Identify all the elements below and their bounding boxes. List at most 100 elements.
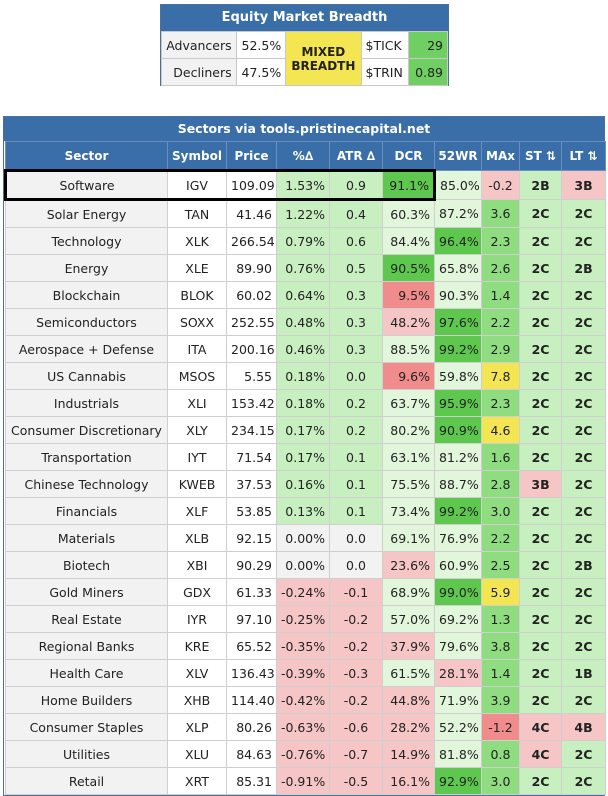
cell-atr: -0.2	[329, 605, 383, 633]
cell-atr: 0.3	[329, 335, 383, 363]
table-row: Materials XLB 92.15 0.00% 0.0 69.1% 76.9% 2.2 2C…	[5, 524, 606, 552]
breadth-table: Advancers 52.5% MIXED BREADTH $TICK 29 D…	[161, 31, 449, 86]
trin-value: 0.89	[407, 58, 449, 86]
cell-price: 114.40	[226, 686, 277, 714]
cell-dcr: 73.4%	[382, 497, 435, 525]
tick-label: $TICK	[360, 31, 409, 59]
cell-dcr: 16.1%	[382, 767, 435, 795]
cell-sector: Retail	[5, 767, 168, 795]
cell-max: 2.8	[481, 470, 520, 498]
cell-pct: -0.35%	[276, 632, 330, 660]
cell-dcr: 80.2%	[382, 416, 435, 444]
sectors-title: Sectors via tools.pristinecapital.net	[4, 117, 604, 141]
cell-lt: 2C	[561, 199, 606, 228]
cell-wr52: 71.9%	[434, 686, 482, 714]
cell-wr52: 81.8%	[434, 740, 482, 768]
cell-dcr: 63.1%	[382, 443, 435, 471]
cell-symbol: XLF	[167, 497, 227, 525]
table-row: Aerospace + Defense ITA 200.16 0.46% 0.3 88.5…	[5, 335, 606, 363]
column-header-st[interactable]: ST ⇅	[519, 141, 562, 171]
cell-atr: 0.1	[329, 497, 383, 525]
cell-lt: 2C	[561, 632, 606, 660]
cell-price: 41.46	[226, 199, 277, 228]
cell-price: 80.26	[226, 713, 277, 741]
breadth-status-line1: MIXED	[301, 44, 346, 59]
cell-dcr: 57.0%	[382, 605, 435, 633]
cell-atr: -0.7	[329, 740, 383, 768]
cell-pct: 0.18%	[276, 389, 330, 417]
cell-wr52: 97.6%	[434, 308, 482, 336]
cell-symbol: XLP	[167, 713, 227, 741]
cell-st: 2C	[519, 551, 562, 579]
cell-max: 4.6	[481, 416, 520, 444]
cell-st: 2C	[519, 389, 562, 417]
cell-lt: 2C	[561, 497, 606, 525]
cell-max: 1.6	[481, 443, 520, 471]
table-row: Health Care XLV 136.43 -0.39% -0.3 61.5% 28.1%…	[5, 659, 606, 687]
cell-dcr: 75.5%	[382, 470, 435, 498]
cell-max: 1.4	[481, 281, 520, 309]
cell-price: 71.54	[226, 443, 277, 471]
cell-symbol: IYT	[167, 443, 227, 471]
cell-atr: 0.4	[329, 199, 383, 228]
cell-price: 136.43	[226, 659, 277, 687]
cell-st: 2C	[519, 659, 562, 687]
cell-sector: Real Estate	[5, 605, 168, 633]
breadth-title: Equity Market Breadth	[161, 5, 448, 31]
cell-wr52: 96.4%	[434, 227, 482, 255]
cell-max: 2.2	[481, 524, 520, 552]
column-header-lt[interactable]: LT ⇅	[561, 141, 606, 171]
cell-wr52: 79.6%	[434, 632, 482, 660]
cell-pct: -0.39%	[276, 659, 330, 687]
cell-pct: 0.48%	[276, 308, 330, 336]
table-row: Solar Energy TAN 41.46 1.22% 0.4 60.3% 87.2% 3.…	[5, 199, 606, 228]
cell-pct: 0.64%	[276, 281, 330, 309]
cell-atr: -0.5	[329, 767, 383, 795]
cell-dcr: 28.2%	[382, 713, 435, 741]
cell-wr52: 92.9%	[434, 767, 482, 795]
cell-sector: Health Care	[5, 659, 168, 687]
cell-dcr: 88.5%	[382, 335, 435, 363]
cell-dcr: 9.5%	[382, 281, 435, 309]
cell-wr52: 99.2%	[434, 497, 482, 525]
cell-wr52: 76.9%	[434, 524, 482, 552]
cell-dcr: 37.9%	[382, 632, 435, 660]
cell-st: 2C	[519, 497, 562, 525]
table-row: Biotech XBI 90.29 0.00% 0.0 23.6% 60.9% 2.5 2C 2B	[5, 551, 606, 579]
cell-lt: 2C	[561, 740, 606, 768]
cell-atr: 0.0	[329, 524, 383, 552]
cell-symbol: XLK	[167, 227, 227, 255]
cell-lt: 2C	[561, 686, 606, 714]
cell-price: 5.55	[226, 362, 277, 390]
cell-lt: 1B	[561, 659, 606, 687]
cell-dcr: 69.1%	[382, 524, 435, 552]
cell-dcr: 90.5%	[382, 254, 435, 282]
cell-dcr: 63.7%	[382, 389, 435, 417]
cell-pct: 0.17%	[276, 416, 330, 444]
sectors-panel: Sectors via tools.pristinecapital.net Se…	[3, 116, 606, 796]
cell-atr: 0.5	[329, 254, 383, 282]
cell-atr: 0.1	[329, 470, 383, 498]
cell-lt: 2C	[561, 308, 606, 336]
cell-sector: Technology	[5, 227, 168, 255]
cell-pct: 0.79%	[276, 227, 330, 255]
cell-symbol: TAN	[167, 199, 227, 228]
cell-price: 153.42	[226, 389, 277, 417]
cell-st: 2C	[519, 308, 562, 336]
cell-lt: 2C	[561, 227, 606, 255]
table-row: Chinese Technology KWEB 37.53 0.16% 0.1 75.5%…	[5, 470, 606, 498]
cell-dcr: 9.6%	[382, 362, 435, 390]
cell-lt: 2B	[561, 551, 606, 579]
cell-price: 200.16	[226, 335, 277, 363]
table-row: Software IGV 109.09 1.53% 0.9 91.1% 85.0% -0.2 2…	[4, 169, 606, 201]
cell-sector: Gold Miners	[5, 578, 168, 606]
cell-atr: -0.1	[329, 578, 383, 606]
cell-sector: Software	[4, 169, 168, 201]
cell-symbol: ITA	[167, 335, 227, 363]
cell-st: 4C	[519, 713, 562, 741]
cell-sector: Energy	[5, 254, 168, 282]
cell-lt: 2C	[561, 389, 606, 417]
cell-symbol: GDX	[167, 578, 227, 606]
cell-price: 85.31	[226, 767, 277, 795]
table-row: Technology XLK 266.54 0.79% 0.6 84.4% 96.4% 2.3…	[5, 227, 606, 255]
